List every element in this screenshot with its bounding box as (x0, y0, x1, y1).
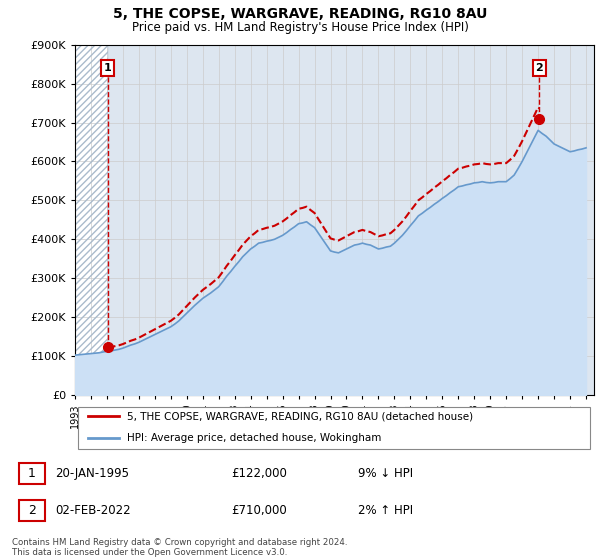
Text: 5, THE COPSE, WARGRAVE, READING, RG10 8AU (detached house): 5, THE COPSE, WARGRAVE, READING, RG10 8A… (127, 412, 473, 421)
Text: 1: 1 (104, 63, 112, 73)
Text: 02-FEB-2022: 02-FEB-2022 (55, 504, 131, 517)
FancyBboxPatch shape (19, 500, 45, 521)
Text: 20-JAN-1995: 20-JAN-1995 (55, 467, 129, 480)
Text: £710,000: £710,000 (231, 504, 287, 517)
Text: 5, THE COPSE, WARGRAVE, READING, RG10 8AU: 5, THE COPSE, WARGRAVE, READING, RG10 8A… (113, 7, 487, 21)
Text: Contains HM Land Registry data © Crown copyright and database right 2024.
This d: Contains HM Land Registry data © Crown c… (12, 538, 347, 557)
Text: 9% ↓ HPI: 9% ↓ HPI (358, 467, 413, 480)
Text: HPI: Average price, detached house, Wokingham: HPI: Average price, detached house, Woki… (127, 433, 381, 443)
FancyBboxPatch shape (77, 407, 590, 449)
Text: Price paid vs. HM Land Registry's House Price Index (HPI): Price paid vs. HM Land Registry's House … (131, 21, 469, 34)
FancyBboxPatch shape (19, 463, 45, 484)
Text: £122,000: £122,000 (231, 467, 287, 480)
Text: 2: 2 (28, 504, 36, 517)
Text: 1: 1 (28, 467, 36, 480)
Text: 2% ↑ HPI: 2% ↑ HPI (358, 504, 413, 517)
Text: 2: 2 (536, 63, 544, 73)
